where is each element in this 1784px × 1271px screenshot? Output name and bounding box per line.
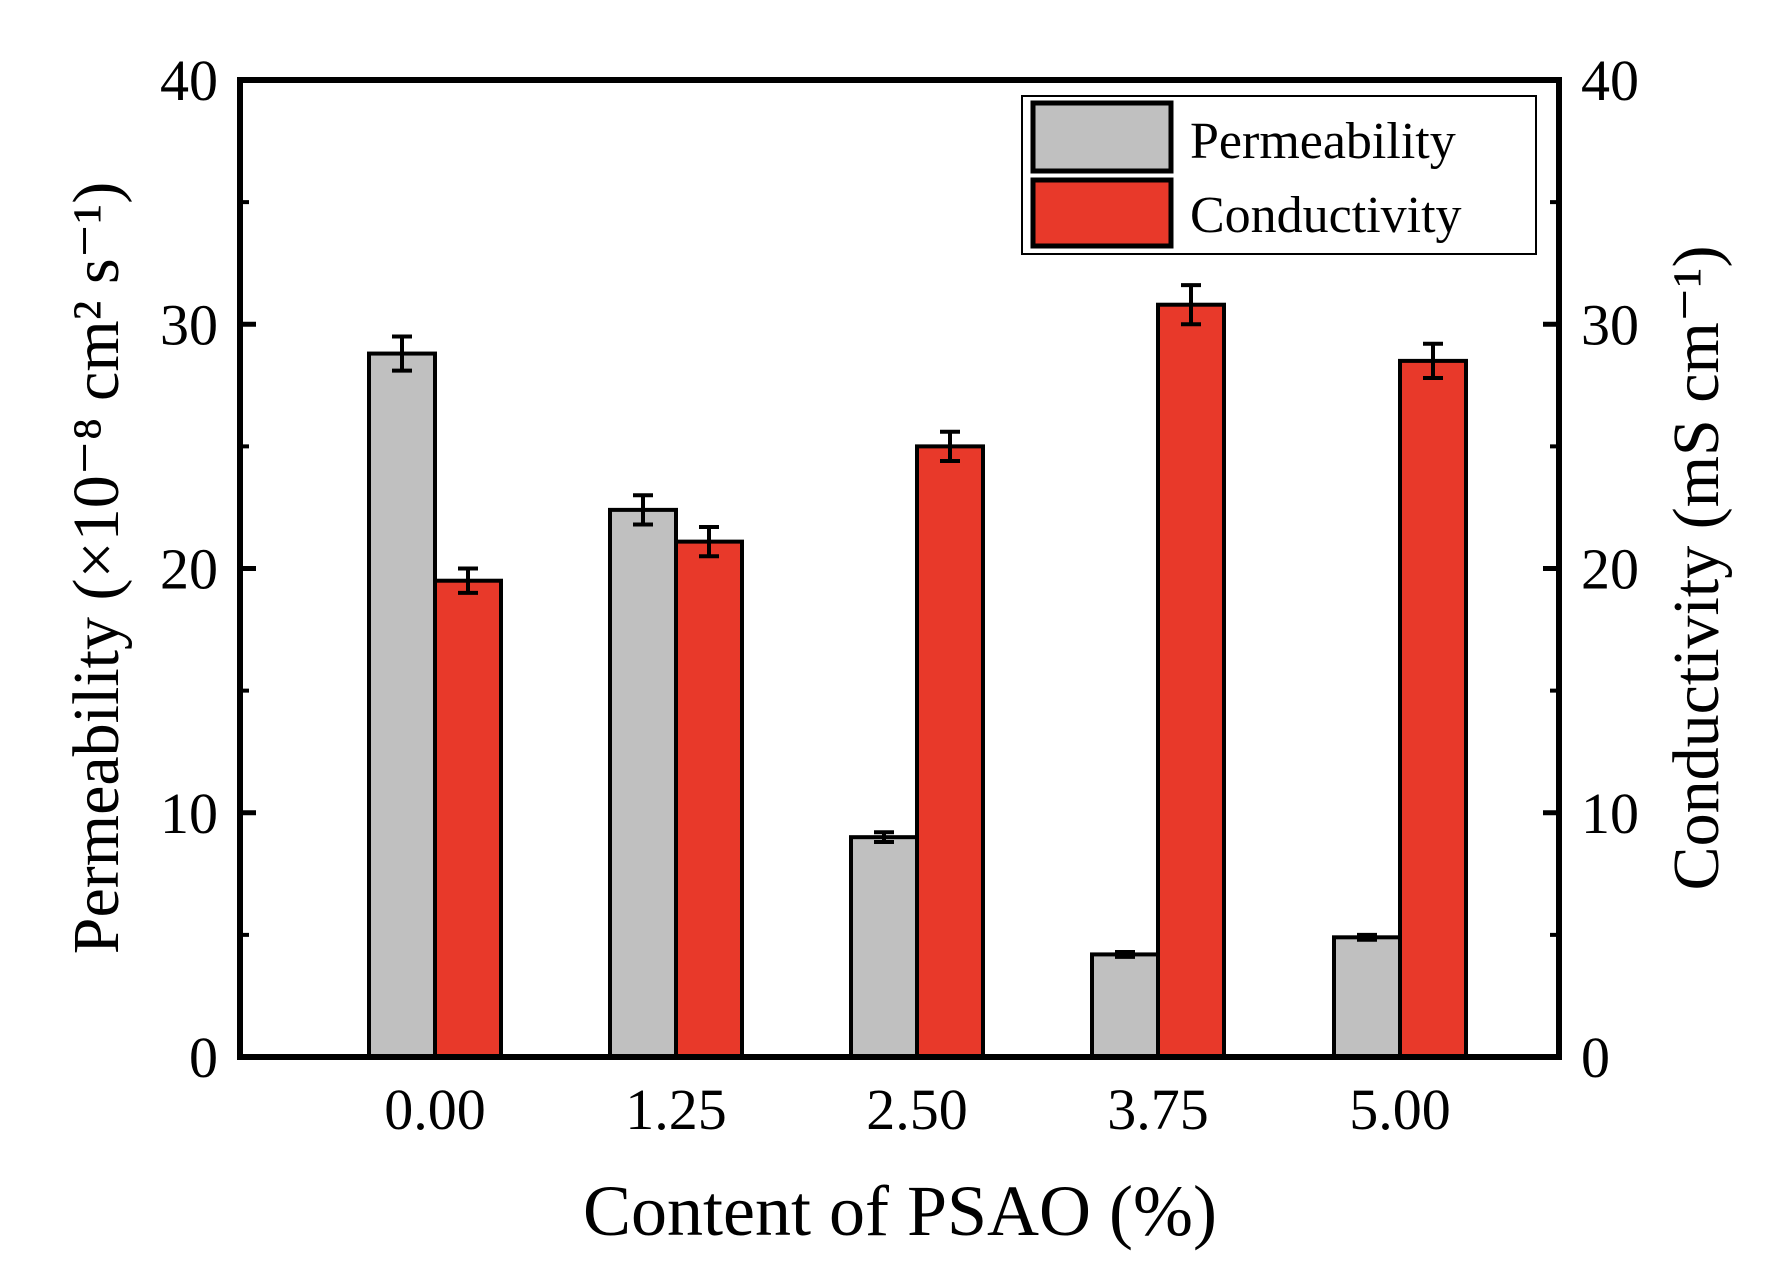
x-tick-label: 1.25	[625, 1077, 727, 1142]
y-tick-label-right: 0	[1581, 1025, 1610, 1090]
errorbar-conductivity-3.75	[1181, 283, 1201, 327]
ticks-layer: 0 0 10 10 20 20 30 30 40 40 0.00 1.25 2.50 3.75 5.00	[160, 48, 1639, 1142]
y-tick-label-right: 30	[1581, 292, 1639, 357]
y-tick-label-left: 30	[160, 292, 218, 357]
bar-permeability-5.00	[1332, 935, 1402, 1060]
errorbar-conductivity-0.00	[458, 566, 478, 595]
y-axis-label-left: Permeability (×10⁻⁸ cm² s⁻¹)	[60, 182, 133, 955]
x-tick-label: 3.75	[1107, 1077, 1209, 1142]
x-tick-label: 0.00	[384, 1077, 486, 1142]
errorbars-layer	[392, 283, 1443, 959]
legend-swatch-conductivity	[1030, 177, 1174, 249]
errorbar-permeability-2.50	[874, 830, 894, 845]
bar-permeability-1.25	[608, 507, 678, 1059]
y-tick-label-right: 10	[1581, 781, 1639, 846]
bar-permeability-0.00	[367, 351, 437, 1059]
errorbar-conductivity-1.25	[699, 524, 719, 559]
y-tick-label-left: 40	[160, 48, 218, 113]
legend-label-conductivity: Conductivity	[1190, 187, 1462, 244]
errorbar-conductivity-5.00	[1423, 341, 1443, 380]
x-axis-label: Content of PSAO (%)	[583, 1171, 1217, 1251]
x-tick-label: 5.00	[1349, 1077, 1451, 1142]
legend-swatch-permeability	[1030, 100, 1174, 174]
y-tick-label-left: 20	[160, 537, 218, 602]
errorbar-permeability-3.75	[1115, 949, 1135, 959]
bar-conductivity-3.75	[1156, 302, 1226, 1059]
errorbar-permeability-1.25	[633, 493, 653, 527]
y-tick-label-right: 40	[1581, 48, 1639, 113]
bar-conductivity-5.00	[1398, 358, 1468, 1059]
y-axis-label-right: Conductivity (mS cm⁻¹)	[1660, 246, 1733, 891]
bar-permeability-2.50	[849, 835, 919, 1059]
bar-conductivity-0.00	[433, 578, 503, 1060]
y-tick-label-left: 0	[189, 1025, 218, 1090]
y-tick-label-right: 20	[1581, 537, 1639, 602]
errorbar-permeability-5.00	[1357, 932, 1377, 942]
legend-label-permeability: Permeability	[1190, 113, 1456, 170]
errorbar-conductivity-2.50	[940, 429, 960, 464]
legend: Permeability Conductivity	[1021, 95, 1537, 255]
bars-layer	[367, 302, 1468, 1060]
bar-permeability-3.75	[1090, 952, 1160, 1059]
bar-conductivity-1.25	[674, 539, 744, 1059]
x-tick-label: 2.50	[866, 1077, 968, 1142]
errorbar-permeability-0.00	[392, 334, 412, 373]
bar-conductivity-2.50	[915, 444, 985, 1059]
y-tick-label-left: 10	[160, 781, 218, 846]
